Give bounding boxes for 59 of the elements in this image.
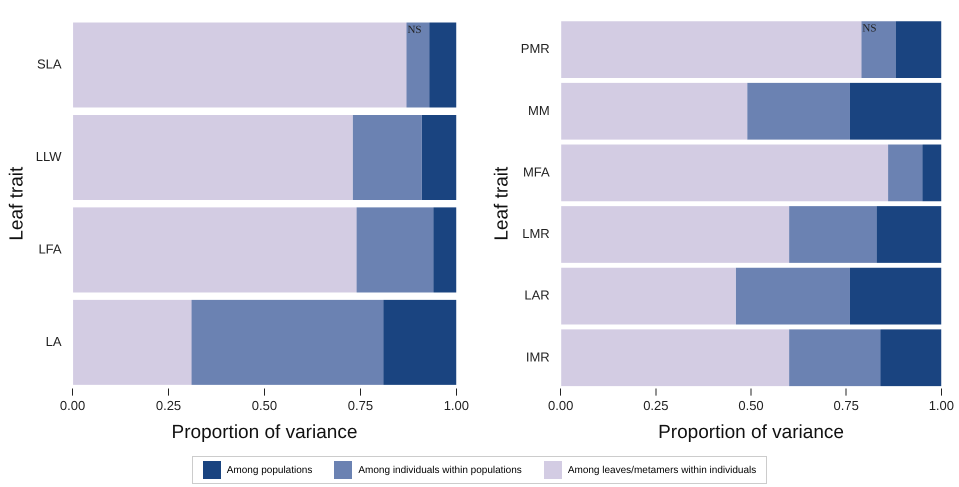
x-tick-label: 0.25 (156, 398, 182, 413)
bar (922, 144, 942, 202)
x-tick-label: 0.25 (643, 398, 669, 413)
y-tick-label: LA (46, 334, 62, 349)
x-axis-title: Proportion of variance (658, 422, 844, 443)
bar (747, 82, 850, 140)
y-axis-title: Leaf trait (492, 166, 513, 241)
bar (73, 300, 192, 385)
x-tick-label: 0.75 (834, 398, 859, 413)
y-tick-label: LLW (36, 149, 62, 164)
bar (850, 268, 942, 324)
bar (561, 206, 790, 263)
y-tick-label: SLA (36, 56, 62, 72)
y-tick-label: PMR (520, 41, 550, 56)
bar (73, 114, 353, 200)
x-axis-title: Proportion of variance (172, 422, 358, 443)
bar (561, 144, 888, 202)
legend-label: Among leaves/metamers within individuals (568, 464, 756, 476)
bar (850, 82, 942, 140)
y-tick-label: LMR (522, 226, 550, 242)
x-tick-label: 0.75 (348, 398, 374, 413)
bar (880, 329, 942, 386)
bar (352, 114, 422, 200)
annotation: NS (862, 22, 876, 35)
bar (356, 207, 434, 292)
bar (192, 300, 384, 385)
y-tick-label: MFA (522, 164, 550, 180)
bar (561, 21, 862, 78)
y-tick-label: LAR (524, 288, 550, 303)
bar (736, 268, 850, 324)
legend-label: Among individuals within populations (358, 464, 522, 476)
bar (888, 144, 922, 202)
y-tick-label: LFA (38, 242, 62, 257)
y-tick-label: IMR (526, 349, 550, 364)
annotation: NS (407, 24, 422, 36)
bar (433, 207, 456, 292)
y-tick-label: MM (528, 102, 550, 118)
bar (73, 207, 357, 292)
x-tick-label: 0.00 (60, 398, 86, 413)
x-tick-label: 1.00 (928, 398, 954, 413)
bar (876, 206, 942, 263)
bar (406, 22, 430, 108)
x-tick-label: 0.50 (252, 398, 278, 413)
bar (561, 82, 748, 140)
y-axis-title: Leaf trait (6, 166, 28, 241)
bar (861, 21, 896, 78)
bar (383, 300, 456, 385)
bar (789, 206, 877, 263)
x-tick-label: 0.00 (548, 398, 574, 413)
x-tick-label: 0.50 (738, 398, 764, 413)
bar (896, 21, 942, 78)
bar (73, 22, 406, 108)
bar (422, 114, 456, 200)
bar (561, 329, 790, 386)
bar (561, 268, 736, 324)
bar (429, 22, 456, 108)
legend-label: Among populations (226, 464, 312, 476)
x-tick-label: 1.00 (444, 398, 470, 413)
bar (789, 329, 880, 386)
